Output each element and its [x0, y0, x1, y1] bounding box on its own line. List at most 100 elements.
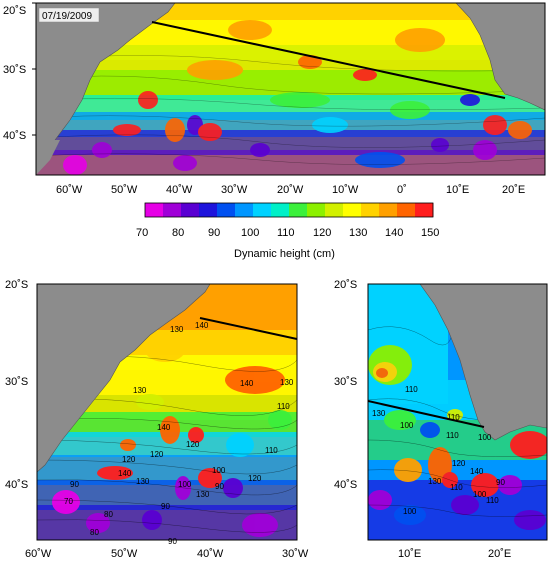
colorbar-tick-80: 80 — [172, 227, 184, 239]
map-bl-lon-ticks: 60˚W 50˚W 40˚W 30˚W — [25, 548, 309, 560]
top-lon-tick-50w: 50˚W — [111, 184, 138, 196]
colorbar-cell — [253, 203, 272, 217]
colorbar-cell — [145, 203, 164, 217]
br-contour-label: 130 — [428, 477, 442, 486]
bl-contour-label: 80 — [104, 510, 113, 519]
bl-contour-label: 120 — [186, 440, 200, 449]
colorbar-cell — [181, 203, 200, 217]
colorbar-cell — [199, 203, 218, 217]
map-bottom-left: 130 140 140 130 130 140 120 120 110 140 … — [5, 279, 309, 560]
colorbar-tick-100: 100 — [241, 227, 259, 239]
br-contour-label: 140 — [470, 467, 484, 476]
map-br-frame — [367, 283, 548, 541]
br-contour-label: 110 — [405, 385, 418, 394]
colorbar-cell — [361, 203, 380, 217]
top-lat-tick-30s: 30˚S — [3, 64, 26, 76]
map-br-lon-ticks: 10˚E 20˚E — [398, 548, 511, 560]
bl-contour-label: 140 — [118, 469, 132, 478]
map-bl-contour-labels: 130 140 140 130 130 140 120 120 110 140 … — [64, 321, 294, 546]
top-lon-tick-40w: 40˚W — [166, 184, 193, 196]
colorbar-tick-140: 140 — [385, 227, 403, 239]
top-lat-tick-20s: 20˚S — [3, 5, 26, 17]
bl-lon-tick-40w: 40˚W — [197, 548, 224, 560]
date-label: 07/19/2009 — [42, 11, 92, 22]
bl-contour-label: 130 — [280, 378, 294, 387]
map-bl-lat-ticks: 20˚S 30˚S 40˚S — [5, 279, 28, 491]
colorbar-tick-130: 130 — [349, 227, 367, 239]
colorbar-cell — [379, 203, 398, 217]
map-top-frame — [35, 2, 546, 176]
bl-lon-tick-50w: 50˚W — [111, 548, 138, 560]
br-contour-label: 90 — [496, 478, 505, 487]
top-lon-tick-10w: 10˚W — [332, 184, 359, 196]
br-lat-tick-30s: 30˚S — [334, 376, 357, 388]
br-contour-label: 100 — [400, 421, 414, 430]
colorbar-cell — [307, 203, 326, 217]
bl-contour-label: 130 — [136, 477, 150, 486]
map-bl-field — [37, 284, 297, 540]
bl-section-line — [199, 317, 297, 340]
bl-contour-label: 100 — [212, 466, 226, 475]
br-contour-label: 130 — [372, 409, 386, 418]
date-label-box — [38, 7, 100, 23]
top-lon-tick-20e: 20˚E — [502, 184, 525, 196]
bl-contour-label: 90 — [215, 482, 224, 491]
colorbar-tick-120: 120 — [313, 227, 331, 239]
br-contour-label: 110 — [486, 496, 499, 505]
br-contour-label: 110 — [446, 431, 459, 440]
colorbar-label: Dynamic height (cm) — [234, 248, 335, 260]
map-top-lat-ticks: 20˚S 30˚S 40˚S — [3, 2, 36, 142]
colorbar-tick-90: 90 — [208, 227, 220, 239]
top-lon-tick-0: 0˚ — [397, 184, 407, 196]
bl-contour-label: 130 — [133, 386, 147, 395]
bl-contour-label: 80 — [90, 528, 99, 537]
bl-contour-label: 100 — [178, 480, 192, 489]
colorbar-cell — [217, 203, 236, 217]
br-lon-tick-20e: 20˚E — [488, 548, 511, 560]
colorbar-cells — [145, 203, 434, 217]
bl-contour-label: 110 — [277, 402, 290, 411]
br-lon-tick-10e: 10˚E — [398, 548, 421, 560]
colorbar-cell — [235, 203, 254, 217]
bl-contour-label: 90 — [70, 480, 79, 489]
colorbar-cell — [415, 203, 434, 217]
colorbar-cell — [289, 203, 308, 217]
colorbar: 70 80 90 100 110 120 130 140 150 Dynamic… — [136, 202, 439, 260]
bl-lat-tick-40s: 40˚S — [5, 479, 28, 491]
colorbar-cell — [271, 203, 290, 217]
map-top: 07/19/2009 20˚S 30˚S 40˚S 60˚W 50˚W 40˚W… — [3, 2, 546, 196]
colorbar-tick-150: 150 — [421, 227, 439, 239]
map-br-lat-ticks: 20˚S 30˚S 40˚S — [334, 279, 357, 491]
bl-lon-tick-60w: 60˚W — [25, 548, 52, 560]
colorbar-tick-110: 110 — [277, 227, 295, 239]
colorbar-cell — [343, 203, 362, 217]
bl-contour-label: 120 — [150, 450, 164, 459]
bl-contour-label: 130 — [170, 325, 184, 334]
br-contour-label: 110 — [450, 483, 463, 492]
br-lat-tick-20s: 20˚S — [334, 279, 357, 291]
colorbar-frame — [144, 202, 434, 218]
map-br-field — [368, 284, 547, 540]
br-contour-label: 100 — [473, 490, 487, 499]
bl-contour-label: 140 — [157, 423, 171, 432]
bl-lat-tick-20s: 20˚S — [5, 279, 28, 291]
top-lat-tick-40s: 40˚S — [3, 130, 26, 142]
map-top-lon-ticks: 60˚W 50˚W 40˚W 30˚W 20˚W 10˚W 0˚ 10˚E 20… — [56, 184, 525, 196]
map-br-contour-labels: 110 130 100 110 110 100 120 130 110 140 … — [372, 385, 505, 516]
bl-contour-label: 90 — [168, 537, 177, 546]
map-bl-frame — [36, 283, 298, 541]
bl-contour-label: 110 — [265, 446, 278, 455]
top-lon-tick-30w: 30˚W — [221, 184, 248, 196]
colorbar-cell — [163, 203, 182, 217]
br-contour-label: 120 — [452, 459, 466, 468]
colorbar-ticks: 70 80 90 100 110 120 130 140 150 — [136, 227, 439, 239]
bl-contour-label: 140 — [240, 379, 254, 388]
bl-contour-label: 70 — [64, 497, 73, 506]
br-lat-tick-40s: 40˚S — [334, 479, 357, 491]
colorbar-cell — [325, 203, 344, 217]
bl-contour-label: 120 — [122, 455, 136, 464]
br-contour-label: 100 — [478, 433, 492, 442]
bl-contour-label: 90 — [161, 502, 170, 511]
bl-contour-label: 120 — [248, 474, 262, 483]
